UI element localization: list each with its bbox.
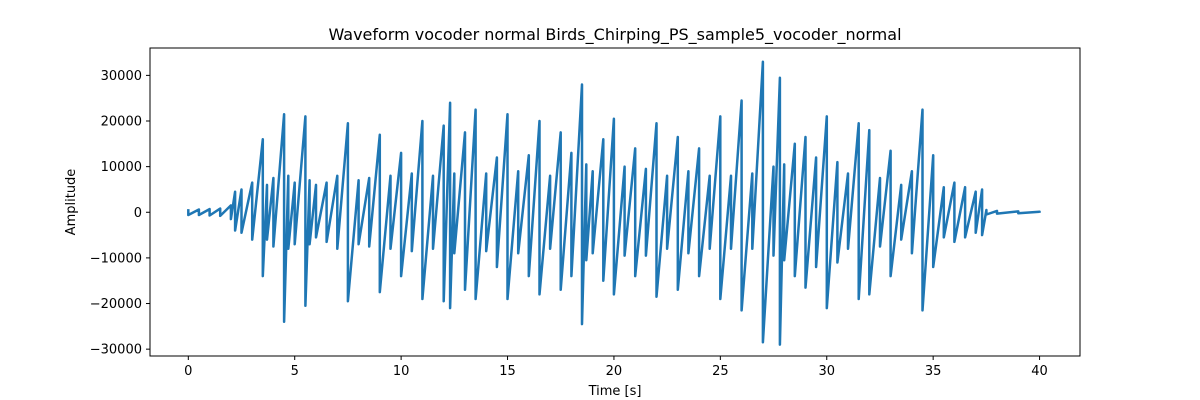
y-tick-label: 10000 (101, 160, 142, 175)
plot-frame (149, 47, 1081, 357)
y-tick-label: 0 (134, 206, 142, 221)
x-tick-label: 40 (1031, 364, 1048, 379)
y-axis-label: Amplitude (64, 169, 79, 236)
y-tick-label: −10000 (90, 251, 142, 266)
x-tick-label: 35 (925, 364, 942, 379)
x-axis-label: Time [s] (588, 384, 642, 399)
y-tick-label: −20000 (90, 297, 142, 312)
x-tick-label: 20 (606, 364, 623, 379)
series-layer (187, 60, 1041, 346)
y-axis: −30000 −20000 −10000 0 10000 20000 30000 (90, 69, 150, 358)
waveform-series-line (187, 60, 1041, 346)
plot-area (149, 47, 1081, 357)
y-tick-label: 30000 (101, 69, 142, 84)
y-tick-label: 20000 (101, 115, 142, 130)
x-tick-label: 30 (818, 364, 835, 379)
x-tick-label: 15 (499, 364, 516, 379)
chart-title: Waveform vocoder normal Birds_Chirping_P… (328, 25, 901, 45)
x-tick-label: 25 (712, 364, 729, 379)
y-tick-label: −30000 (90, 343, 142, 358)
x-axis: 0 5 10 15 20 25 30 35 40 (184, 356, 1048, 379)
x-tick-label: 0 (184, 364, 192, 379)
x-tick-label: 10 (393, 364, 410, 379)
x-tick-label: 5 (291, 364, 299, 379)
